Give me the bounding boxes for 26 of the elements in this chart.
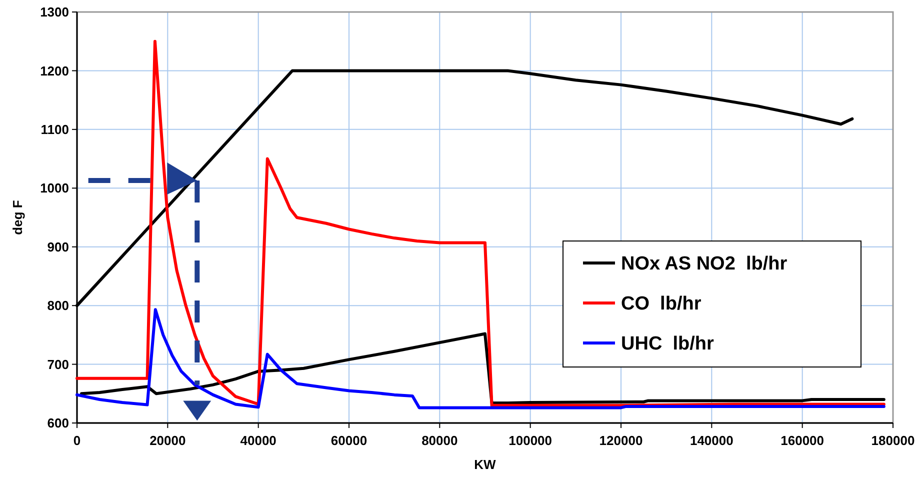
x-tick-label: 140000	[690, 433, 734, 448]
x-tick-label: 100000	[508, 433, 552, 448]
x-tick-label: 80000	[422, 433, 458, 448]
y-tick-label: 1200	[40, 63, 69, 78]
x-tick-label: 0	[73, 433, 81, 448]
line-series	[76, 40, 886, 407]
x-tick-label: 120000	[599, 433, 643, 448]
y-tick-label: 700	[47, 356, 69, 372]
x-tick-label: 20000	[150, 433, 186, 448]
x-tick-label: 160000	[780, 433, 824, 448]
x-tick-label: 40000	[240, 433, 276, 448]
y-tick-label: 600	[47, 416, 69, 431]
y-tick-label: 1300	[40, 4, 69, 20]
x-tick-label: 180000	[871, 433, 915, 448]
y-tick-label: 800	[47, 298, 69, 314]
y-tick-label: 1000	[40, 180, 69, 196]
y-tick-label: 1100	[40, 122, 69, 137]
line-series	[80, 332, 886, 405]
y-axis-title: deg F	[10, 200, 25, 235]
y-tick-label: 900	[47, 239, 69, 254]
legend-label: CO lb/hr	[621, 294, 702, 315]
legend-label: UHC lb/hr	[621, 334, 714, 355]
line-series	[76, 308, 886, 410]
x-axis-title: KW	[474, 457, 497, 472]
legend-label: NOx AS NO2 lb/hr	[621, 254, 788, 275]
x-tick-label: 60000	[330, 433, 368, 448]
